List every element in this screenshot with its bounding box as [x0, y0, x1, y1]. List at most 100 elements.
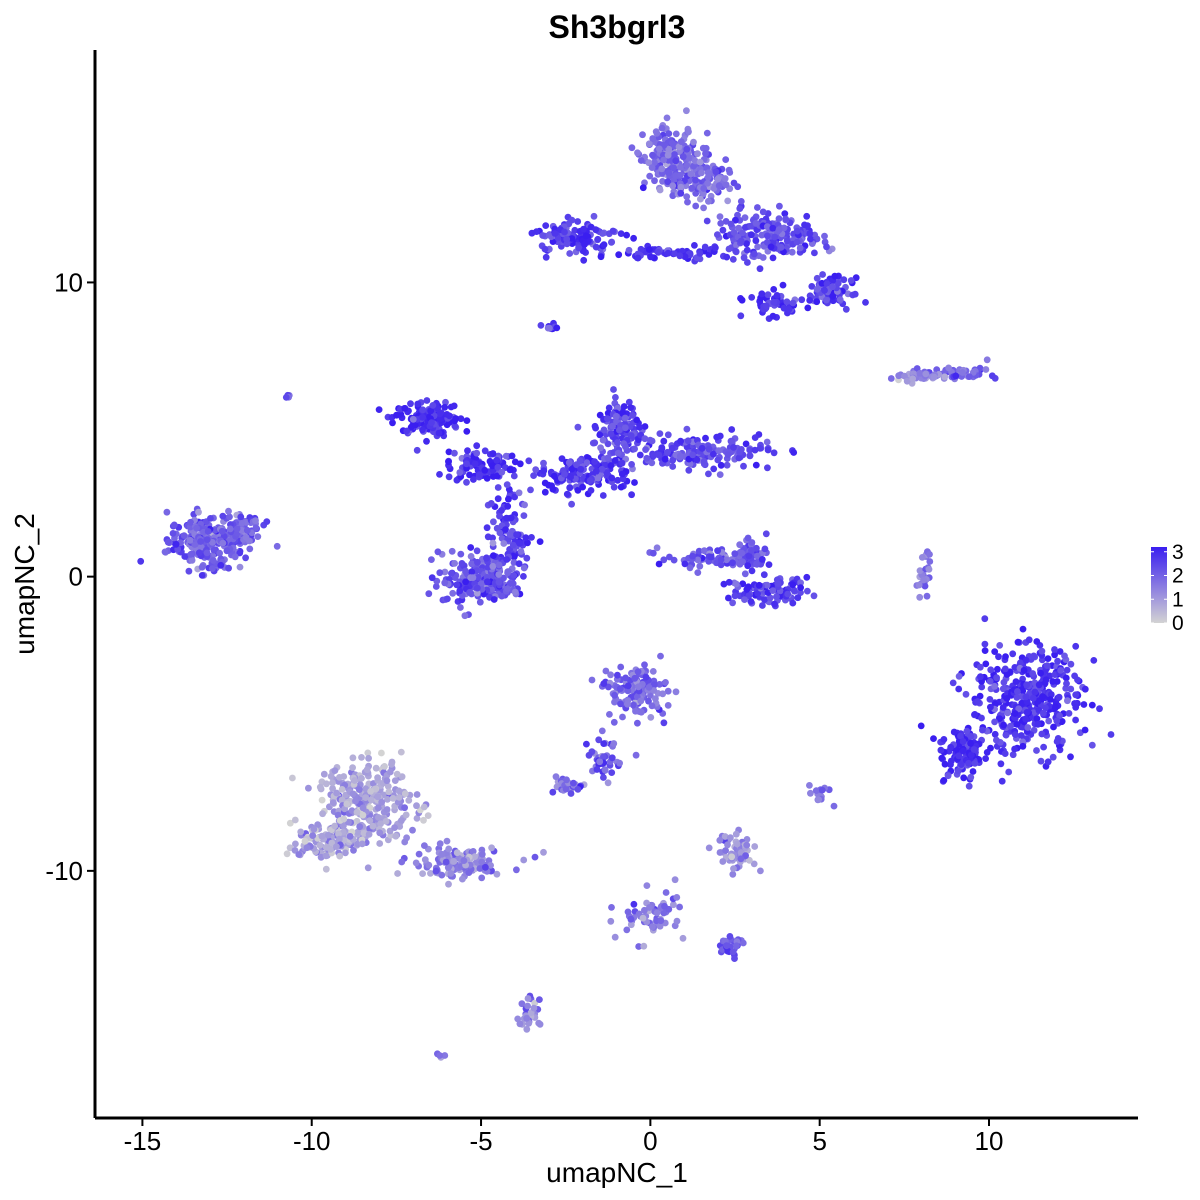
cell-point — [520, 856, 528, 864]
cell-point — [441, 568, 449, 576]
cell-point — [633, 416, 640, 424]
cell-point — [606, 711, 613, 718]
cell-point — [570, 779, 577, 787]
cell-point — [523, 1025, 531, 1033]
legend-tick-label: 0 — [1172, 612, 1184, 635]
cell-point — [1053, 717, 1061, 725]
cell-point — [637, 697, 645, 705]
cell-point — [450, 858, 458, 865]
cell-point — [537, 322, 545, 329]
cell-point — [528, 534, 535, 541]
cell-point — [444, 864, 452, 871]
cell-point — [611, 457, 619, 464]
cell-point — [789, 299, 797, 307]
cell-point — [630, 900, 638, 908]
cell-point — [401, 804, 408, 812]
cell-point — [806, 782, 813, 789]
cell-point — [690, 162, 697, 170]
cell-point — [1000, 679, 1008, 686]
cell-point — [1056, 712, 1063, 720]
cell-point — [714, 547, 721, 555]
cell-point — [527, 486, 534, 494]
cell-point — [670, 901, 677, 909]
cell-point — [741, 570, 749, 578]
cell-point — [790, 449, 798, 456]
cell-point — [821, 232, 828, 240]
cell-point — [661, 902, 668, 910]
cell-point — [303, 844, 311, 852]
cell-point — [331, 767, 339, 774]
cell-point — [468, 568, 476, 576]
cell-point — [1080, 701, 1088, 708]
cell-point — [710, 450, 717, 458]
cell-point — [1034, 720, 1042, 728]
cluster-C1 — [137, 505, 281, 579]
cell-point — [522, 534, 530, 541]
cell-point — [621, 424, 629, 432]
cell-point — [612, 412, 620, 420]
cell-point — [403, 427, 411, 435]
cell-point — [616, 685, 624, 693]
cell-point — [683, 107, 690, 115]
cell-point — [926, 551, 933, 558]
cell-point — [703, 129, 711, 137]
cell-point — [901, 372, 908, 380]
cell-point — [624, 908, 632, 916]
cell-point — [1074, 676, 1081, 684]
cell-point — [590, 212, 598, 220]
cell-point — [374, 804, 382, 812]
cell-point — [409, 826, 416, 834]
cell-point — [614, 476, 622, 484]
cell-point — [729, 948, 737, 956]
cell-point — [432, 867, 440, 875]
cell-point — [427, 407, 435, 415]
cell-point — [358, 840, 366, 848]
cell-point — [605, 404, 613, 412]
cell-point — [916, 567, 924, 575]
chart-title: Sh3bgrl3 — [549, 9, 686, 45]
cell-point — [983, 356, 991, 364]
cell-point — [546, 324, 553, 332]
cell-point — [364, 749, 372, 757]
cell-point — [483, 554, 490, 562]
cell-point — [624, 687, 632, 695]
cell-point — [225, 564, 233, 572]
cell-point — [1062, 674, 1070, 682]
cell-point — [532, 466, 540, 473]
cell-point — [771, 233, 779, 241]
cell-point — [642, 446, 649, 453]
cell-point — [511, 588, 519, 596]
cell-point — [789, 581, 797, 589]
cell-point — [494, 463, 502, 471]
cell-point — [1014, 688, 1021, 695]
cell-point — [790, 586, 798, 594]
cell-point — [690, 138, 697, 146]
cell-point — [755, 581, 763, 589]
cell-point — [511, 458, 519, 466]
cell-point — [941, 373, 949, 381]
cell-point — [643, 882, 651, 889]
cell-point — [650, 687, 658, 694]
y-tick-label: -10 — [45, 856, 83, 886]
cell-point — [685, 466, 693, 474]
cluster-C14 — [597, 242, 731, 265]
cell-point — [412, 859, 420, 867]
cell-point — [558, 455, 566, 462]
cell-point — [349, 790, 357, 798]
cell-point — [668, 444, 676, 452]
cell-point — [456, 469, 464, 476]
x-axis-title: umapNC_1 — [546, 1157, 688, 1188]
cell-point — [1067, 753, 1074, 761]
cell-point — [648, 702, 656, 710]
cell-point — [704, 169, 712, 177]
cell-point — [397, 748, 405, 756]
cell-point — [829, 283, 836, 291]
cell-point — [705, 844, 713, 852]
cell-point — [428, 556, 435, 563]
cell-point — [960, 774, 968, 782]
cell-point — [847, 277, 855, 284]
cell-point — [688, 184, 696, 192]
cell-point — [694, 569, 702, 576]
cell-point — [465, 869, 473, 876]
cell-point — [484, 578, 491, 586]
